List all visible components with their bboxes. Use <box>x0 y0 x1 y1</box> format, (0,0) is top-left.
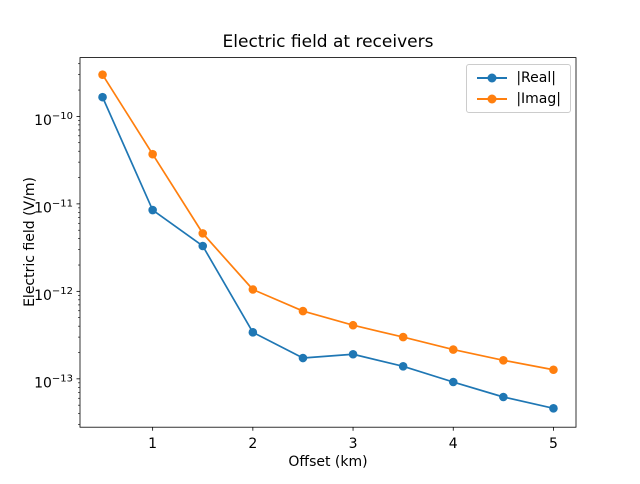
legend-item-imag: |Imag| <box>477 90 561 108</box>
series-1-marker <box>198 229 208 238</box>
x-tick-label: 3 <box>349 436 358 452</box>
series-line-0 <box>101 96 555 410</box>
series-0-marker <box>248 328 258 337</box>
plot-border <box>79 57 577 428</box>
series-0-marker <box>298 353 308 363</box>
x-tick-label: 4 <box>449 436 458 452</box>
series-1-marker <box>448 345 458 354</box>
y-tick-label: 10−13 <box>34 373 73 391</box>
series-0-marker <box>549 404 558 413</box>
series-0-marker <box>98 92 107 102</box>
series-1-marker <box>298 306 308 316</box>
series-1-marker <box>248 285 258 294</box>
series-1-marker <box>398 332 408 342</box>
legend-label-real: |Real| <box>516 70 556 86</box>
series-1-marker <box>549 365 558 375</box>
legend-marker-imag-icon <box>487 94 497 104</box>
series-1-marker <box>148 149 157 159</box>
series-1-marker <box>499 355 508 365</box>
x-axis-label: Offset (km) <box>288 454 367 470</box>
series-0-marker <box>148 205 157 215</box>
y-tick-label: 10−12 <box>34 286 73 304</box>
series-1-marker <box>98 70 107 79</box>
y-tick-label: 10−11 <box>34 198 73 216</box>
legend-line-imag-icon <box>477 94 508 104</box>
plot-area: 1 2 3 4 5 10−13 10−12 10−11 10−10 <box>34 57 577 452</box>
legend-label-imag: |Imag| <box>516 91 561 107</box>
y-tick-label: 10−10 <box>34 111 73 129</box>
legend-item-real: |Real| <box>477 69 561 87</box>
y-axis-label: Electric field (V/m) <box>22 177 38 307</box>
legend: |Real| |Imag| <box>466 64 571 113</box>
chart-title: Electric field at receivers <box>223 32 434 52</box>
series-0-marker <box>448 377 458 387</box>
series-0-marker <box>348 349 358 359</box>
legend-line-real-icon <box>477 73 508 83</box>
series-0-marker <box>198 241 208 251</box>
x-tick-label: 1 <box>148 436 157 452</box>
series-1-marker <box>348 320 358 330</box>
series-0-marker <box>499 392 508 402</box>
series-line-1 <box>101 73 555 371</box>
series-0-marker <box>398 362 408 371</box>
x-tick-label: 2 <box>248 436 257 452</box>
x-tick-label: 5 <box>549 436 558 452</box>
legend-marker-real-icon <box>487 73 497 83</box>
